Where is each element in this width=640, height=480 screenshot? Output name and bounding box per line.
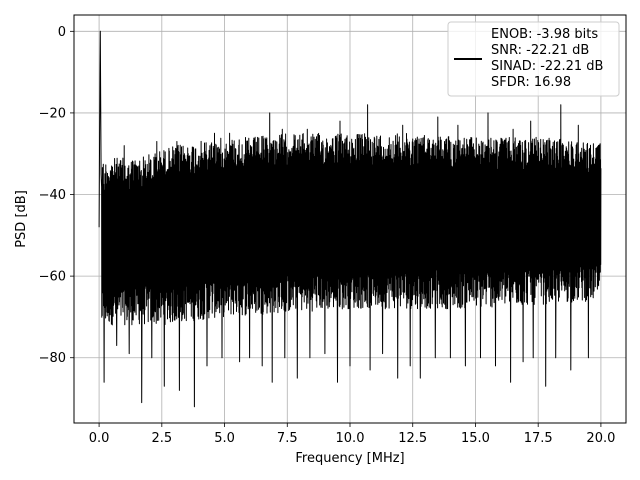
legend-line: SFDR: 16.98 <box>491 75 571 90</box>
x-tick-label: 0.0 <box>89 431 110 446</box>
x-tick-label: 17.5 <box>524 431 553 446</box>
x-tick-label: 2.5 <box>151 431 172 446</box>
y-tick-label: −20 <box>39 106 66 121</box>
x-axis-label: Frequency [MHz] <box>295 451 404 466</box>
x-tick-label: 12.5 <box>398 431 427 446</box>
y-tick-label: −80 <box>39 351 66 366</box>
legend-box <box>447 21 620 97</box>
psd-trace-line <box>98 30 602 408</box>
x-tick-label: 20.0 <box>586 431 615 446</box>
legend-line: SINAD: -22.21 dB <box>491 59 603 74</box>
x-axis-ticks: 0.0 2.5 5.0 7.5 10.0 12.5 15.0 17.5 20.0 <box>89 423 615 446</box>
legend-line: SNR: -22.21 dB <box>491 43 589 58</box>
legend-entry: ENOB: -3.98 bits SNR: -22.21 dB SINAD: -22… <box>491 27 603 90</box>
y-tick-label: 0 <box>58 25 66 40</box>
series-psd <box>98 30 602 408</box>
y-tick-label: −60 <box>39 270 66 285</box>
y-axis-label: PSD [dB] <box>14 190 29 248</box>
y-axis-ticks: 0 −20 −40 −60 −80 <box>39 25 74 366</box>
x-tick-label: 7.5 <box>277 431 298 446</box>
y-tick-label: −40 <box>39 188 66 203</box>
x-tick-label: 5.0 <box>214 431 235 446</box>
x-tick-label: 15.0 <box>461 431 490 446</box>
x-tick-label: 10.0 <box>336 431 365 446</box>
legend-line: ENOB: -3.98 bits <box>491 27 598 42</box>
legend: ENOB: -3.98 bits SNR: -22.21 dB SINAD: -22… <box>447 21 620 97</box>
